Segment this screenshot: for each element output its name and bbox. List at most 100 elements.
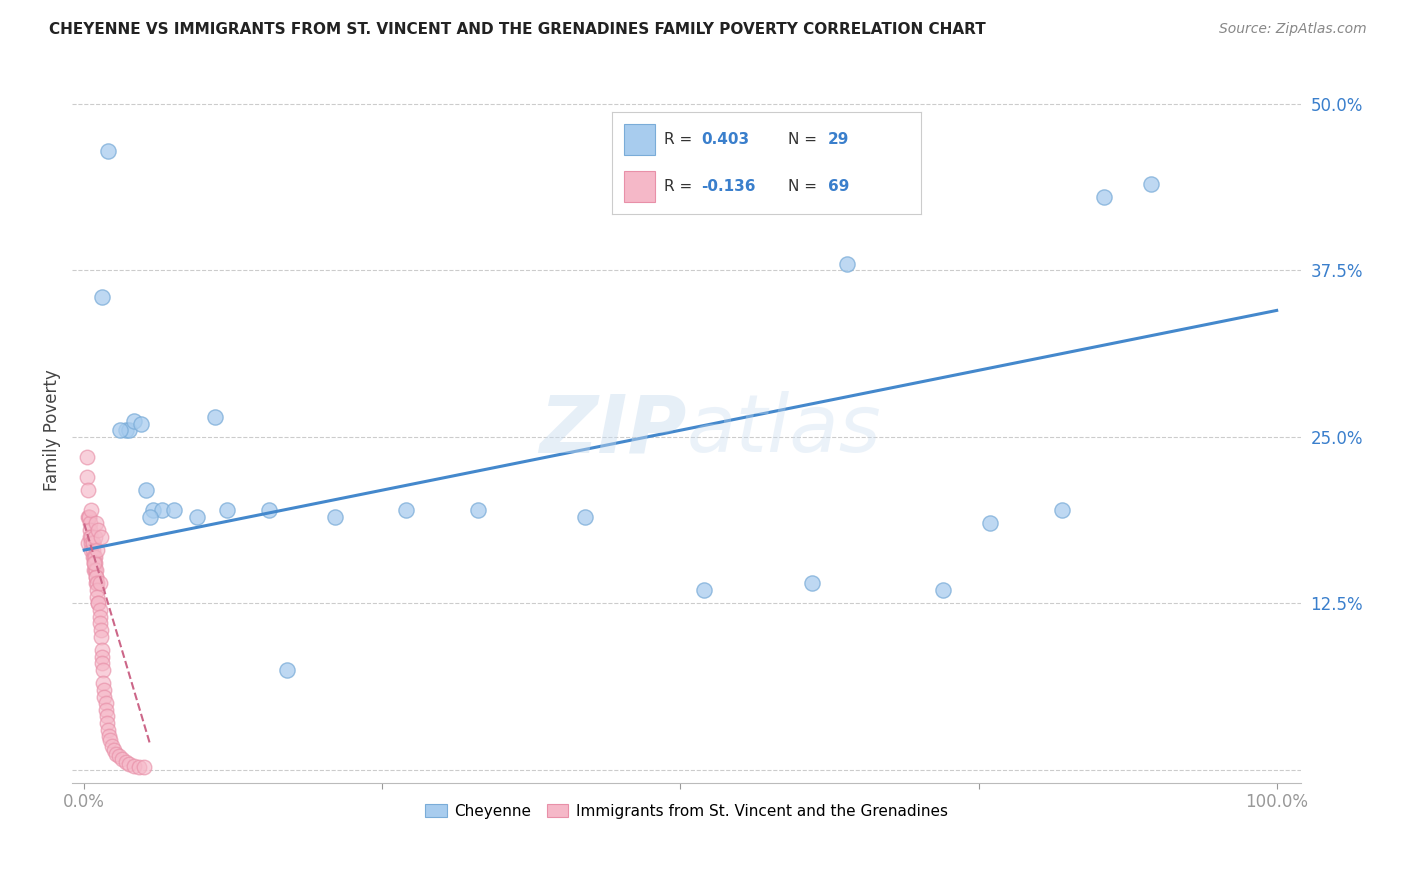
Point	[86, 543, 108, 558]
Point	[574, 509, 596, 524]
Point	[932, 582, 955, 597]
Point	[83, 549, 105, 564]
Point	[79, 523, 101, 537]
Point	[79, 530, 101, 544]
Point	[162, 503, 184, 517]
Point	[89, 616, 111, 631]
Point	[93, 690, 115, 704]
Point	[186, 509, 208, 524]
Point	[96, 716, 118, 731]
Text: N =: N =	[787, 132, 821, 146]
Point	[323, 509, 346, 524]
Point	[139, 509, 162, 524]
Point	[115, 423, 138, 437]
Point	[84, 563, 107, 577]
Point	[77, 509, 100, 524]
Point	[467, 503, 489, 517]
Point	[82, 543, 104, 558]
Point	[122, 758, 145, 772]
Point	[86, 590, 108, 604]
Point	[76, 450, 98, 464]
Point	[395, 503, 418, 517]
Point	[86, 576, 108, 591]
Point	[90, 630, 112, 644]
Point	[86, 582, 108, 597]
Point	[257, 503, 280, 517]
Text: ZIP: ZIP	[538, 392, 686, 469]
Point	[84, 516, 107, 531]
Point	[150, 503, 173, 517]
Point	[87, 596, 110, 610]
Point	[91, 657, 114, 671]
Point	[79, 516, 101, 531]
Text: 69: 69	[828, 179, 849, 194]
Point	[90, 623, 112, 637]
Point	[80, 503, 103, 517]
Point	[108, 423, 131, 437]
Point	[91, 676, 114, 690]
Point	[80, 543, 103, 558]
Text: 0.403: 0.403	[702, 132, 749, 146]
Point	[111, 752, 134, 766]
Point	[87, 523, 110, 537]
Point	[91, 290, 114, 304]
Point	[94, 703, 117, 717]
Point	[118, 757, 141, 772]
Point	[91, 643, 114, 657]
Point	[83, 563, 105, 577]
Point	[76, 509, 98, 524]
Text: atlas: atlas	[686, 392, 882, 469]
Point	[94, 696, 117, 710]
Bar	[624, 171, 655, 202]
Point	[142, 503, 165, 517]
Point	[800, 576, 823, 591]
Point	[122, 414, 145, 428]
Point	[97, 723, 120, 737]
Point	[89, 576, 111, 591]
Point	[82, 536, 104, 550]
Point	[91, 663, 114, 677]
Point	[90, 530, 112, 544]
Point	[82, 536, 104, 550]
Point	[103, 743, 125, 757]
Point	[1092, 190, 1115, 204]
Text: N =: N =	[787, 179, 821, 194]
Text: 29: 29	[828, 132, 849, 146]
Point	[276, 663, 298, 677]
Point	[979, 516, 1001, 531]
Point	[84, 570, 107, 584]
Point	[96, 709, 118, 723]
Point	[76, 536, 98, 550]
Point	[80, 536, 103, 550]
Point	[83, 557, 105, 571]
Point	[91, 649, 114, 664]
Point	[84, 576, 107, 591]
Point	[128, 760, 150, 774]
Point	[83, 557, 105, 571]
Text: R =: R =	[664, 179, 697, 194]
Point	[83, 563, 105, 577]
Text: Source: ZipAtlas.com: Source: ZipAtlas.com	[1219, 22, 1367, 37]
Point	[93, 682, 115, 697]
Point	[132, 760, 155, 774]
Text: -0.136: -0.136	[702, 179, 756, 194]
Point	[76, 470, 98, 484]
Point	[83, 530, 105, 544]
Point	[131, 417, 153, 431]
Point	[83, 557, 105, 571]
Text: R =: R =	[664, 132, 697, 146]
Point	[80, 530, 103, 544]
Point	[97, 144, 120, 158]
Y-axis label: Family Poverty: Family Poverty	[44, 369, 60, 491]
Point	[217, 503, 239, 517]
Point	[89, 609, 111, 624]
Point	[693, 582, 716, 597]
Point	[135, 483, 157, 497]
Point	[77, 509, 100, 524]
Point	[87, 596, 110, 610]
Point	[105, 747, 128, 761]
Point	[107, 749, 129, 764]
Legend: Cheyenne, Immigrants from St. Vincent and the Grenadines: Cheyenne, Immigrants from St. Vincent an…	[419, 797, 953, 825]
Point	[83, 549, 105, 564]
Point	[89, 603, 111, 617]
